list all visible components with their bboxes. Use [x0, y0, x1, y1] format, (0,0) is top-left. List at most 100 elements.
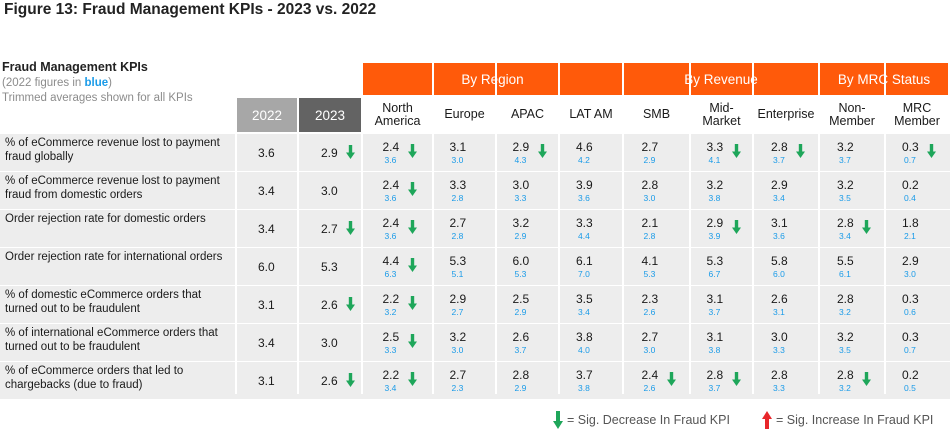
cell-value-2022: 3.7 — [708, 307, 721, 317]
cell-value-2023: 3.1 — [449, 140, 467, 154]
cell-value-2023: 2.7 — [641, 140, 659, 154]
cell-value-2023: 6.1 — [576, 254, 593, 268]
kpi-header-title: Fraud Management KPIs — [2, 60, 148, 74]
cell-value-2023: 3.3 — [449, 178, 467, 192]
cell-value-2023: 2.8 — [771, 140, 788, 154]
cell-value-2023: 5.5 — [837, 254, 854, 268]
cell-value-2022: 3.3 — [514, 193, 527, 203]
table-row — [0, 172, 950, 209]
value-2023: 2.6 — [321, 374, 338, 388]
cell-value-2022: 2.9 — [514, 383, 527, 393]
cell-value-2023: 3.2 — [512, 216, 530, 230]
cell-value-2022: 2.8 — [451, 193, 464, 203]
kpi-header-note: Trimmed averages shown for all KPIs — [2, 92, 193, 104]
legend-increase: = Sig. Increase In Fraud KPI — [762, 411, 933, 429]
green-down-arrow-icon — [731, 144, 741, 158]
value-2022: 3.4 — [258, 336, 275, 350]
cell-value-2022: 3.6 — [384, 193, 397, 203]
cell-value-2022: 3.0 — [643, 345, 656, 355]
cell-value-2022: 3.4 — [384, 383, 397, 393]
cell-value-2023: 2.7 — [449, 368, 467, 382]
cell-value-2023: 0.3 — [902, 292, 919, 306]
value-2023: 2.6 — [321, 298, 338, 312]
cell-value-2023: 2.2 — [382, 368, 400, 382]
green-down-arrow-icon — [346, 373, 355, 387]
cell-value-2023: 2.4 — [641, 368, 659, 382]
green-down-arrow-icon — [862, 220, 871, 234]
cell-value-2023: 2.8 — [771, 368, 788, 382]
figure-title: Figure 13: Fraud Management KPIs - 2023 … — [4, 1, 377, 18]
cell-value-2023: 2.6 — [512, 330, 530, 344]
row-label: Order rejection rate for domestic orders — [5, 213, 206, 225]
cell-value-2022: 6.1 — [839, 269, 851, 279]
legend-decrease: = Sig. Decrease In Fraud KPI — [553, 411, 730, 429]
cell-value-2023: 2.8 — [641, 178, 659, 192]
group-header: By Revenue — [624, 63, 818, 95]
row-label: % of eCommerce revenue lost to payment f… — [5, 137, 220, 163]
legend-increase-text: = Sig. Increase In Fraud KPI — [776, 413, 934, 427]
cell-value-2022: 3.9 — [708, 231, 721, 241]
cell-value-2023: 3.2 — [837, 330, 854, 344]
green-down-arrow-icon — [796, 144, 805, 158]
table-row — [0, 134, 950, 171]
column-header: Non-Member — [829, 100, 875, 128]
column-divider — [432, 63, 434, 394]
cell-value-2022: 2.1 — [904, 231, 916, 241]
subtitle-prefix: (2022 figures in — [2, 77, 85, 89]
column-divider — [752, 63, 754, 394]
green-down-arrow-icon — [731, 372, 741, 386]
column-header: APAC — [510, 107, 545, 122]
row-label: % of international eCommerce orders that… — [5, 327, 218, 353]
column-header: North America — [374, 100, 421, 128]
cell-value-2022: 2.8 — [451, 231, 464, 241]
green-down-arrow-icon — [407, 220, 417, 234]
cell-value-2023: 2.9 — [512, 140, 530, 154]
green-down-arrow-icon — [407, 144, 417, 158]
cell-value-2023: 4.4 — [382, 254, 400, 268]
green-down-arrow-icon — [927, 144, 936, 158]
cell-value-2023: 0.2 — [902, 178, 919, 192]
column-header: SMB — [642, 107, 671, 122]
cell-value-2022: 4.3 — [514, 155, 527, 165]
table-row — [0, 248, 950, 285]
row-label: Order rejection rate for international o… — [5, 251, 223, 263]
column-divider — [495, 63, 497, 394]
cell-value-2022: 2.9 — [514, 307, 527, 317]
column-divider — [235, 63, 237, 394]
green-down-arrow-icon — [407, 182, 417, 196]
cell-value-2023: 5.3 — [449, 254, 467, 268]
cell-value-2022: 2.6 — [643, 383, 656, 393]
cell-value-2023: 3.2 — [449, 330, 467, 344]
cell-value-2023: 3.5 — [576, 292, 593, 306]
green-down-arrow-icon — [666, 372, 676, 386]
cell-value-2022: 3.8 — [708, 345, 721, 355]
cell-value-2023: 6.0 — [512, 254, 530, 268]
value-2023: 3.0 — [321, 336, 338, 350]
green-down-arrow-icon — [537, 144, 547, 158]
table-row — [0, 286, 950, 323]
cell-value-2023: 4.6 — [576, 140, 593, 154]
column-header: Mid-Market — [702, 100, 741, 128]
value-2022: 3.1 — [258, 298, 275, 312]
cell-value-2023: 3.0 — [771, 330, 788, 344]
value-2022: 3.4 — [258, 222, 275, 236]
table-row — [0, 324, 950, 361]
cell-value-2022: 3.6 — [578, 193, 590, 203]
cell-value-2022: 3.6 — [384, 231, 397, 241]
column-divider — [361, 63, 363, 394]
cell-value-2022: 4.1 — [708, 155, 721, 165]
cell-value-2022: 3.6 — [384, 155, 397, 165]
value-2023: 2.9 — [321, 146, 338, 160]
legend-decrease-text: = Sig. Decrease In Fraud KPI — [567, 413, 730, 427]
cell-value-2023: 4.1 — [641, 254, 659, 268]
green-down-arrow-icon — [407, 334, 417, 348]
cell-value-2023: 3.9 — [576, 178, 593, 192]
column-header: MRC Member — [894, 100, 940, 128]
cell-value-2022: 3.0 — [451, 155, 464, 165]
column-divider — [818, 63, 820, 394]
cell-value-2022: 6.0 — [773, 269, 785, 279]
cell-value-2022: 3.2 — [839, 307, 851, 317]
cell-value-2023: 2.4 — [382, 140, 400, 154]
cell-value-2023: 2.8 — [512, 368, 530, 382]
cell-value-2022: 0.7 — [904, 155, 916, 165]
